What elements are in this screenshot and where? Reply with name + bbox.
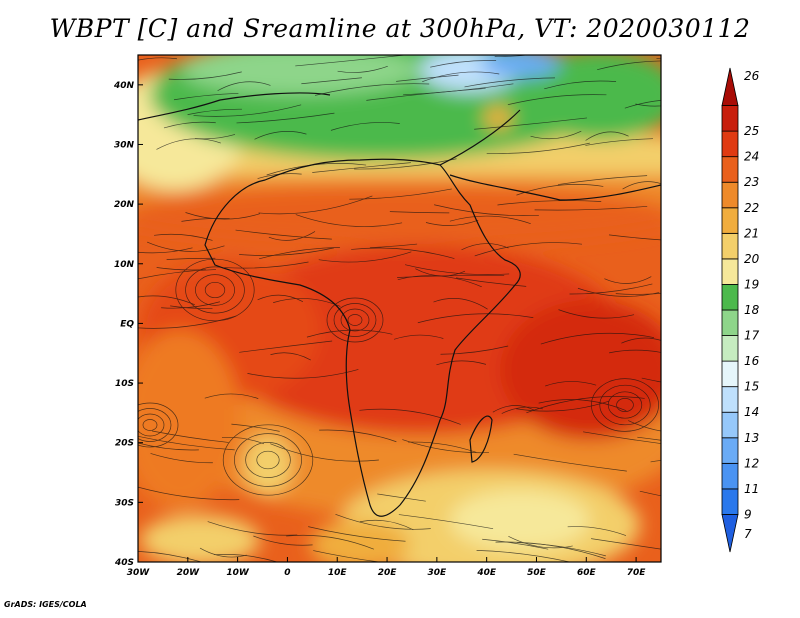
- colorbar-swatch: [721, 67, 739, 106]
- lon-tick-label: 30W: [127, 568, 151, 578]
- colorbar-swatch: [721, 514, 739, 553]
- colorbar-swatch: [721, 335, 739, 362]
- lat-tick-label: EQ: [120, 319, 134, 329]
- colorbar-label: 20: [744, 252, 760, 266]
- lat-tick-label: 10S: [115, 379, 134, 389]
- colorbar-swatch: [721, 386, 739, 413]
- lat-tick-label: 30S: [115, 498, 134, 508]
- colorbar-label: 18: [744, 303, 760, 317]
- colorbar: 7 9 11 12 13 14 15 16 17 18 19 20 21 22 23 24 25 26: [721, 67, 760, 553]
- lat-tick-label: 20S: [115, 439, 134, 449]
- colorbar-swatch: [721, 105, 739, 132]
- colorbar-label: 7: [744, 527, 752, 541]
- lon-tick-label: 20W: [177, 568, 201, 578]
- streamlines: [138, 55, 661, 562]
- colorbar-label: 11: [744, 482, 759, 496]
- lat-tick-label: 40N: [113, 81, 135, 91]
- colorbar-label: 25: [744, 124, 759, 138]
- lon-tick-label: 60E: [577, 568, 597, 578]
- colorbar-swatch: [721, 232, 739, 260]
- coastlines: [138, 92, 661, 517]
- colorbar-swatch: [721, 284, 739, 311]
- colorbar-swatch: [721, 360, 739, 388]
- colorbar-swatch: [721, 462, 739, 490]
- colorbar-label: 17: [744, 329, 760, 343]
- colorbar-swatch: [721, 207, 739, 234]
- grads-credit: GrADS: IGES/COLA: [4, 600, 87, 609]
- map-axes: 30W 20W 10W 0 10E 20E 30E 40E 50E 60E 70E 40N 30N 20N…: [113, 81, 646, 578]
- colorbar-swatch: [721, 130, 739, 158]
- lon-tick-label: 0: [284, 568, 290, 578]
- colorbar-label: 13: [744, 431, 759, 445]
- colorbar-label: 15: [744, 380, 759, 394]
- colorbar-label: 16: [744, 354, 760, 368]
- lon-tick-label: 30E: [428, 568, 448, 578]
- map-title: WBPT [C] and Sreamline at 300hPa, VT: 20…: [49, 14, 751, 43]
- map-frame: [137, 54, 662, 563]
- colorbar-swatch: [721, 181, 739, 209]
- lon-tick-label: 40E: [476, 568, 497, 578]
- colorbar-label: 24: [744, 150, 759, 164]
- colorbar-label: 26: [744, 69, 760, 83]
- lon-tick-label: 20E: [378, 568, 398, 578]
- colorbar-label: 12: [744, 456, 759, 470]
- colorbar-swatch: [721, 309, 739, 336]
- lon-tick-label: 70E: [627, 568, 647, 578]
- colorbar-swatch: [721, 156, 739, 183]
- lat-tick-label: 10N: [114, 260, 135, 270]
- colorbar-label: 22: [744, 201, 759, 215]
- colorbar-swatch: [721, 258, 739, 285]
- lon-tick-label: 50E: [527, 568, 547, 578]
- colorbar-label: 9: [744, 507, 752, 521]
- wbpt-shading: [138, 55, 661, 562]
- lat-tick-label: 40S: [114, 558, 134, 568]
- colorbar-label: 19: [744, 277, 759, 291]
- colorbar-label: 23: [744, 175, 759, 189]
- colorbar-swatch: [721, 488, 739, 515]
- colorbar-label: 14: [744, 405, 759, 419]
- lat-tick-label: 30N: [114, 140, 135, 150]
- colorbar-swatch: [721, 411, 739, 439]
- lon-tick-label: 10W: [226, 568, 250, 578]
- lat-tick-label: 20N: [114, 200, 135, 210]
- lon-tick-label: 10E: [328, 568, 348, 578]
- colorbar-swatch: [721, 437, 739, 464]
- colorbar-label: 21: [744, 226, 759, 240]
